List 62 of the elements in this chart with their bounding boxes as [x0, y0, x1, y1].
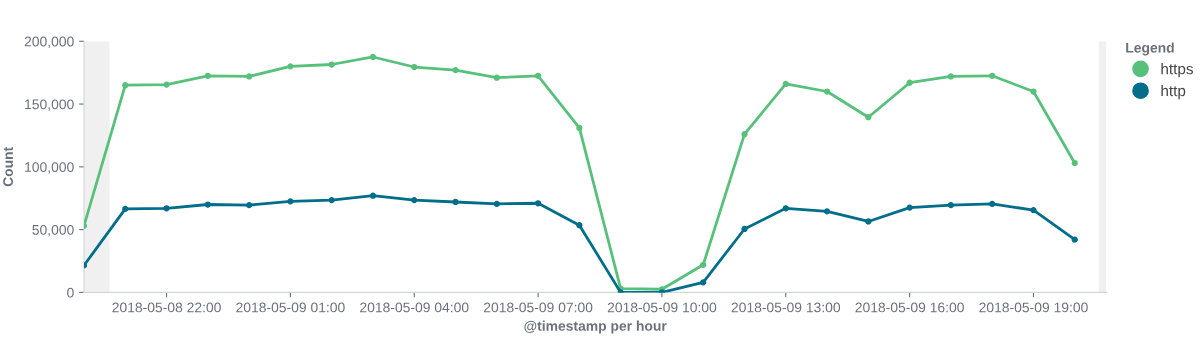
- point: [328, 196, 335, 204]
- point: [245, 73, 253, 80]
- point: [947, 202, 955, 209]
- point: [823, 88, 831, 95]
- point: [163, 205, 170, 212]
- point: [576, 222, 583, 229]
- point: [204, 201, 211, 208]
- point: [328, 61, 335, 68]
- point: [411, 63, 418, 71]
- point: [741, 225, 748, 233]
- x-tick-label: 2018-05-09 01:00: [236, 302, 345, 313]
- point: [369, 192, 377, 199]
- point: [411, 196, 418, 204]
- point: [865, 218, 872, 225]
- point: [1030, 207, 1037, 214]
- point: [534, 200, 542, 207]
- point: [493, 200, 500, 208]
- point: [576, 124, 583, 132]
- point: [452, 198, 459, 206]
- y-tick-label: 150,000: [25, 99, 74, 111]
- point: [452, 67, 459, 74]
- point: [989, 72, 996, 79]
- x-tick-label: 2018-05-09 16:00: [855, 302, 964, 313]
- legend-title: Legend: [1126, 42, 1174, 56]
- x-tick-label: 2018-05-08 22:00: [112, 302, 221, 313]
- point: [906, 204, 913, 211]
- point: [163, 81, 170, 88]
- point: [204, 72, 211, 79]
- legend-label: http: [1161, 85, 1186, 100]
- point: [1071, 236, 1078, 243]
- point: [122, 82, 129, 89]
- point: [287, 63, 294, 70]
- x-tick-label: 2018-05-09 04:00: [360, 302, 469, 313]
- point: [906, 79, 913, 86]
- x-tick-label: 2018-05-09 19:00: [979, 302, 1088, 313]
- point: [122, 205, 129, 213]
- point: [1071, 159, 1078, 167]
- x-tick-label: 2018-05-09 13:00: [731, 302, 841, 313]
- point: [245, 202, 253, 209]
- point: [287, 198, 294, 205]
- y-tick-label: 100,000: [25, 162, 74, 174]
- x-tick-label: 2018-05-09 07:00: [483, 302, 593, 313]
- y-tick-label: 0: [67, 287, 74, 298]
- point: [823, 208, 831, 215]
- legend-label: https: [1161, 63, 1193, 78]
- y-tick-label: 50,000: [32, 224, 74, 237]
- point: [700, 279, 707, 286]
- x-tick-label: 2018-05-09 10:00: [607, 302, 717, 313]
- point: [700, 261, 707, 268]
- x-axis-title: @timestamp per hour: [524, 320, 667, 334]
- point: [865, 114, 872, 121]
- point: [493, 74, 500, 81]
- point: [741, 131, 748, 138]
- point: [782, 80, 789, 88]
- point: [782, 205, 789, 212]
- y-tick-label: 200,000: [24, 36, 74, 49]
- point: [369, 53, 377, 61]
- point: [947, 73, 955, 80]
- point: [1030, 88, 1037, 95]
- point: [534, 72, 542, 79]
- point: [989, 200, 996, 208]
- y-axis-title: Count: [3, 146, 13, 187]
